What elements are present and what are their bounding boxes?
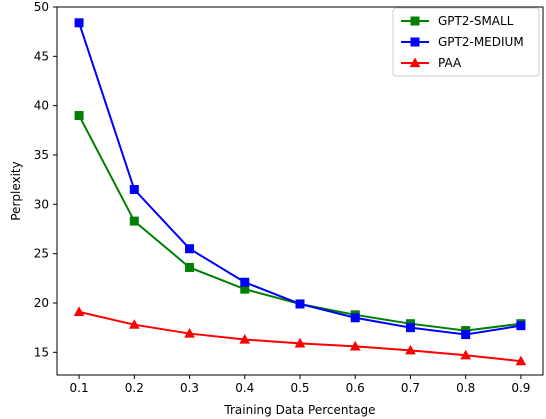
data-point-gpt2-medium — [405, 323, 415, 333]
y-tick-label: 30 — [34, 197, 49, 211]
series-line-gpt2-small — [78, 115, 522, 332]
legend-marker — [410, 37, 420, 47]
series-paa — [73, 306, 527, 366]
y-axis: 15 20 25 30 35 40 45 50 — [34, 0, 57, 359]
x-tick-label: 0.4 — [235, 381, 254, 395]
legend-entry-gpt2-medium: GPT2-MEDIUM — [401, 35, 524, 49]
legend-label: GPT2-MEDIUM — [438, 35, 524, 49]
legend-entry-paa: PAA — [401, 56, 462, 70]
x-tick-label: 0.8 — [456, 381, 475, 395]
x-axis: 0.1 0.2 0.3 0.4 0.5 0.6 0.7 0.8 0.9 — [70, 375, 530, 395]
y-tick-label: 45 — [34, 49, 49, 63]
legend-label: PAA — [438, 56, 462, 70]
data-point-paa — [128, 319, 140, 329]
y-tick-label: 20 — [34, 296, 49, 310]
data-point-gpt2-small — [185, 262, 195, 272]
legend-label: GPT2-SMALL — [438, 14, 514, 28]
data-point-gpt2-medium — [74, 18, 84, 28]
y-axis-label: Perplexity — [9, 161, 23, 221]
x-tick-label: 0.5 — [290, 381, 309, 395]
y-tick-label: 15 — [34, 345, 49, 359]
data-point-gpt2-medium — [240, 277, 250, 287]
y-tick-label: 40 — [34, 99, 49, 113]
legend-entry-gpt2-small: GPT2-SMALL — [401, 14, 514, 28]
data-point-paa — [515, 355, 527, 366]
data-point-paa — [460, 349, 472, 360]
y-tick-label: 50 — [34, 0, 49, 14]
x-tick-label: 0.2 — [125, 381, 144, 395]
plot-area — [73, 18, 527, 366]
x-tick-label: 0.3 — [180, 381, 199, 395]
legend-marker — [410, 16, 420, 26]
y-tick-label: 25 — [34, 247, 49, 261]
data-point-gpt2-small — [129, 216, 139, 226]
data-point-gpt2-medium — [461, 330, 471, 340]
series-line-paa — [78, 310, 522, 363]
data-point-gpt2-medium — [185, 244, 195, 254]
x-tick-label: 0.6 — [346, 381, 365, 395]
legend: GPT2-SMALL GPT2-MEDIUM PAA — [392, 7, 540, 77]
x-axis-label: Training Data Percentage — [223, 403, 375, 417]
x-tick-label: 0.7 — [401, 381, 420, 395]
legend-box — [392, 7, 540, 77]
data-point-paa — [294, 337, 306, 348]
data-point-gpt2-small — [74, 111, 84, 121]
data-point-paa — [73, 306, 85, 316]
x-tick-label: 0.9 — [511, 381, 530, 395]
data-point-paa — [239, 333, 251, 344]
series-gpt2-medium — [74, 18, 526, 340]
data-point-gpt2-medium — [295, 299, 305, 309]
data-point-gpt2-medium — [350, 313, 360, 323]
data-point-gpt2-medium — [129, 185, 139, 195]
data-point-paa — [184, 328, 195, 338]
data-point-gpt2-medium — [516, 321, 526, 331]
legend-marker — [409, 57, 421, 68]
x-tick-label: 0.1 — [70, 381, 89, 395]
data-point-paa — [349, 340, 361, 351]
data-point-paa — [405, 344, 416, 355]
y-tick-label: 35 — [34, 148, 49, 162]
